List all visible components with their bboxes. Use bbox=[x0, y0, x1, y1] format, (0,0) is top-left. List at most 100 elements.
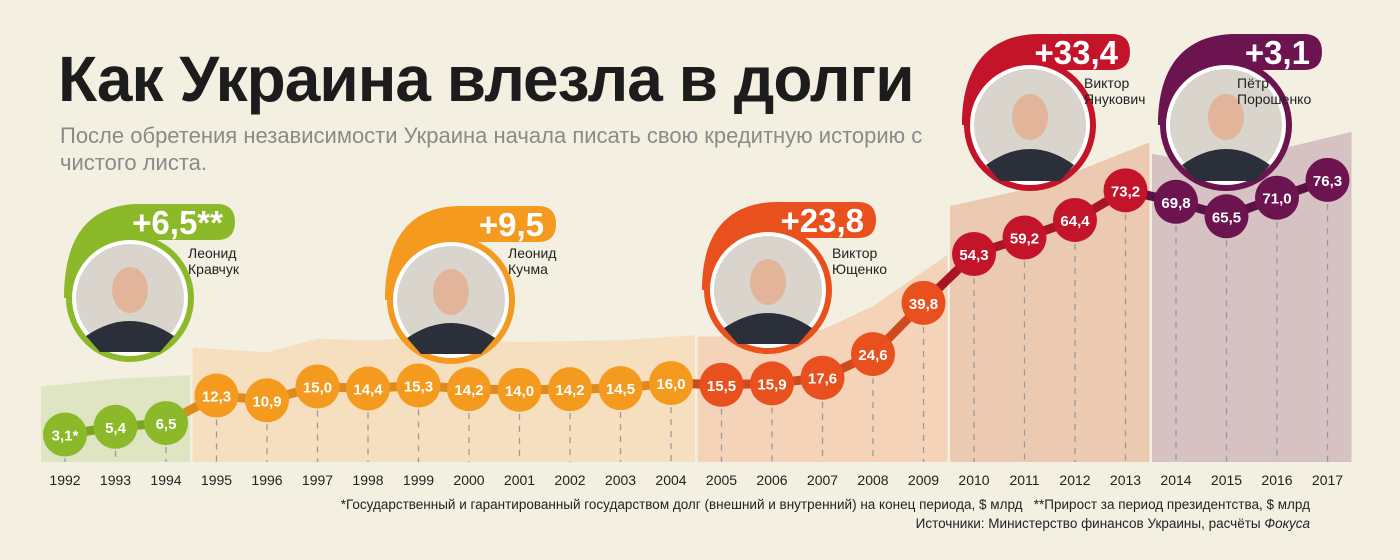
data-label: 14,5 bbox=[606, 381, 635, 398]
year-tick-label: 2009 bbox=[908, 472, 939, 488]
data-label: 15,9 bbox=[757, 376, 786, 393]
growth-value: +6,5** bbox=[132, 204, 223, 241]
data-point bbox=[447, 367, 491, 412]
year-tick-label: 2004 bbox=[655, 472, 686, 488]
president-last-name: Кравчук bbox=[188, 261, 240, 277]
year-tick-label: 1993 bbox=[100, 472, 131, 488]
portrait-suit bbox=[407, 323, 495, 354]
data-point bbox=[43, 412, 87, 457]
period-area bbox=[1152, 131, 1352, 462]
portrait-suit bbox=[86, 321, 174, 352]
portrait-face bbox=[1208, 94, 1244, 140]
portrait-face bbox=[750, 259, 786, 305]
portrait-suit bbox=[1182, 149, 1270, 181]
year-tick-label: 2007 bbox=[807, 472, 838, 488]
growth-value: +3,1 bbox=[1245, 34, 1310, 71]
portrait-face bbox=[112, 267, 148, 313]
data-point bbox=[295, 364, 340, 409]
president-last-name: Янукович bbox=[1084, 91, 1145, 107]
data-point bbox=[649, 361, 693, 406]
data-point bbox=[93, 404, 138, 449]
year-tick-label: 1992 bbox=[49, 472, 80, 488]
year-tick-label: 2006 bbox=[756, 472, 787, 488]
growth-value: +33,4 bbox=[1035, 34, 1119, 71]
data-point bbox=[1255, 175, 1299, 220]
sources-italic: Фокуса bbox=[1264, 516, 1310, 531]
data-point bbox=[1305, 157, 1350, 202]
data-point bbox=[396, 363, 441, 408]
data-point bbox=[750, 361, 794, 406]
debt-footnote: *Государственный и гарантированный госуд… bbox=[340, 497, 1023, 512]
data-label: 5,4 bbox=[105, 420, 127, 437]
data-point bbox=[497, 367, 542, 412]
data-point bbox=[851, 332, 895, 377]
year-tick-label: 1994 bbox=[150, 472, 181, 488]
year-tick-label: 2014 bbox=[1160, 472, 1191, 488]
data-label: 15,0 bbox=[303, 379, 332, 396]
data-label: 15,3 bbox=[404, 378, 433, 395]
year-tick-label: 1997 bbox=[302, 472, 333, 488]
footnote-line: *Государственный и гарантированный госуд… bbox=[341, 497, 1310, 512]
data-label: 39,8 bbox=[909, 296, 938, 313]
president-first-name: Леонид bbox=[508, 245, 556, 261]
portrait-suit bbox=[724, 313, 812, 344]
data-label: 64,4 bbox=[1060, 213, 1090, 230]
year-tick-label: 2017 bbox=[1312, 472, 1343, 488]
portrait-face bbox=[433, 269, 469, 315]
president-last-name: Порошенко bbox=[1237, 91, 1311, 107]
subtitle: После обретения независимости Украина на… bbox=[60, 123, 923, 175]
year-tick-label: 2013 bbox=[1110, 472, 1141, 488]
data-label: 3,1* bbox=[52, 428, 79, 445]
data-label: 73,2 bbox=[1111, 183, 1140, 200]
data-label: 17,6 bbox=[808, 371, 837, 388]
data-label: 76,3 bbox=[1313, 173, 1342, 190]
data-point bbox=[952, 232, 996, 277]
year-tick-label: 2008 bbox=[857, 472, 888, 488]
year-tick-label: 2011 bbox=[1009, 472, 1039, 488]
data-label: 71,0 bbox=[1262, 191, 1291, 208]
year-tick-label: 2015 bbox=[1211, 472, 1242, 488]
data-label: 54,3 bbox=[959, 247, 988, 264]
sources-text: Источники: Министерство финансов Украины… bbox=[915, 516, 1265, 531]
data-label: 65,5 bbox=[1212, 209, 1241, 226]
data-point bbox=[1103, 168, 1148, 213]
data-point bbox=[1204, 194, 1249, 239]
year-tick-label: 2012 bbox=[1059, 472, 1090, 488]
president-last-name: Кучма bbox=[508, 261, 548, 277]
data-point bbox=[245, 378, 289, 423]
growth-footnote: **Прирост за период президентства, $ млр… bbox=[1033, 497, 1310, 512]
data-label: 69,8 bbox=[1161, 195, 1190, 212]
data-point bbox=[346, 366, 390, 411]
year-tick-label: 2000 bbox=[453, 472, 484, 488]
data-label: 24,6 bbox=[858, 347, 887, 364]
data-label: 10,9 bbox=[252, 393, 281, 410]
portrait-face bbox=[1012, 94, 1048, 140]
president-first-name: Леонид bbox=[188, 245, 236, 261]
year-tick-label: 1999 bbox=[403, 472, 434, 488]
growth-value: +9,5 bbox=[479, 206, 544, 243]
data-label: 14,0 bbox=[505, 383, 534, 400]
page-title: Как Украина влезла в долги bbox=[58, 43, 915, 115]
data-label: 14,2 bbox=[555, 382, 584, 399]
year-tick-label: 2003 bbox=[605, 472, 636, 488]
data-label: 15,5 bbox=[707, 378, 736, 395]
year-tick-label: 2001 bbox=[504, 472, 535, 488]
data-point bbox=[144, 401, 188, 446]
data-label: 6,5 bbox=[156, 416, 177, 433]
president-first-name: Виктор bbox=[832, 245, 877, 261]
year-tick-label: 1998 bbox=[352, 472, 383, 488]
data-label: 59,2 bbox=[1010, 230, 1039, 247]
year-tick-label: 2016 bbox=[1261, 472, 1292, 488]
data-label: 16,0 bbox=[656, 376, 685, 393]
data-point bbox=[1002, 215, 1047, 260]
year-tick-label: 1995 bbox=[201, 472, 232, 488]
data-point bbox=[901, 280, 946, 325]
period-area bbox=[950, 142, 1150, 463]
data-point bbox=[699, 362, 744, 407]
